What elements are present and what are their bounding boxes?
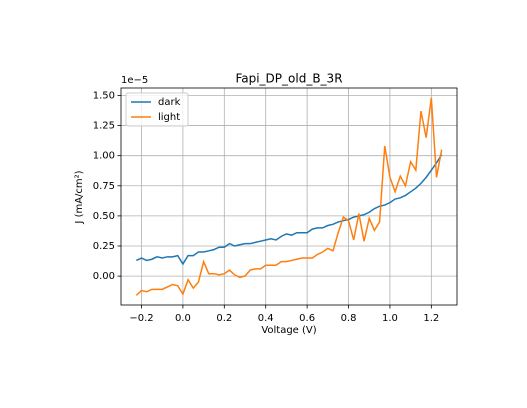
- x-tick-label: 0.0: [175, 313, 191, 324]
- plot-frame: [120, 87, 458, 306]
- x-tick-label: 0.6: [299, 313, 315, 324]
- y-tick-label: 1.00: [93, 151, 115, 162]
- x-axis-label: Voltage (V): [261, 325, 316, 336]
- legend-label: light: [158, 112, 180, 123]
- x-tick-label: 0.4: [258, 313, 274, 324]
- x-tick-label: 1.0: [382, 313, 398, 324]
- x-tick-label: 1.2: [423, 313, 439, 324]
- y-tick-label: 0.25: [93, 241, 115, 252]
- x-tick-label: 0.8: [341, 313, 357, 324]
- y-axis-label: J (mA/cm²): [74, 170, 85, 224]
- legend-label: dark: [158, 97, 181, 108]
- y-offset-label: 1e−5: [121, 75, 148, 86]
- line-series: [136, 154, 443, 266]
- line-series: [135, 97, 443, 296]
- y-tick-label: 0.50: [93, 211, 115, 222]
- y-tick-label: 1.50: [93, 90, 115, 101]
- chart-title: Fapi_DP_old_B_3R: [235, 72, 342, 86]
- y-tick-label: 0.75: [93, 181, 115, 192]
- y-tick-label: 1.25: [93, 121, 115, 132]
- x-tick-label: −0.2: [129, 313, 153, 324]
- x-tick-label: 0.2: [216, 313, 232, 324]
- y-tick-label: 0.00: [93, 271, 115, 282]
